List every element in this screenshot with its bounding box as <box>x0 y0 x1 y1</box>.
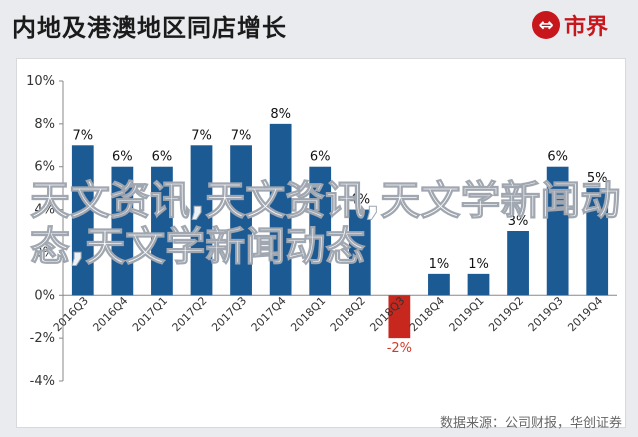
y-tick-label: -4% <box>30 374 55 389</box>
data-label: 7% <box>191 128 212 143</box>
bar-chart: 10% 8% 6% 4% 2% 0% -2% -4% 7% 2016Q3 6% 2016Q4 6% 201… <box>26 74 617 389</box>
data-label: 1% <box>429 257 450 272</box>
data-label: 7% <box>72 128 93 143</box>
logo-text: 市界 <box>563 15 608 40</box>
bar <box>467 273 490 296</box>
x-category-label: 2018Q4 <box>407 294 447 334</box>
x-category-label: 2019Q1 <box>447 294 487 334</box>
data-label: 6% <box>152 150 173 165</box>
x-category-label: 2017Q2 <box>170 294 210 334</box>
overlay-watermark-text: 天文资讯,天文资讯,天文学新闻动态,天文学新闻动态 <box>30 178 621 271</box>
data-label: 6% <box>310 150 331 165</box>
data-label: -2% <box>387 341 412 356</box>
y-tick-label: 2% <box>34 245 55 260</box>
x-category-label: 2019Q2 <box>486 294 526 334</box>
header: 内地及港澳地区同店增长 ⇔ 市界 <box>0 0 638 52</box>
logo-icon: ⇔ <box>531 11 560 39</box>
x-category-label: 2019Q3 <box>526 294 566 334</box>
bar <box>586 188 609 296</box>
page-title: 内地及港澳地区同店增长 <box>12 14 287 42</box>
x-category-label: 2017Q4 <box>249 294 289 334</box>
data-label: 1% <box>468 257 489 272</box>
x-category-label: 2017Q3 <box>209 294 249 334</box>
chart-panel: 10% 8% 6% 4% 2% 0% -2% -4% 7% 2016Q3 6% 2016Q4 6% 201… <box>16 58 626 428</box>
brand-logo[interactable]: ⇔ 市界 <box>531 10 608 40</box>
bar <box>309 166 332 296</box>
bar <box>546 166 569 296</box>
x-category-label: 2016Q3 <box>51 294 91 334</box>
y-tick-label: 4% <box>34 203 55 218</box>
y-tick-label: 10% <box>26 74 55 89</box>
bar <box>111 166 134 296</box>
source-note: 数据来源：公司财报，华创证券 <box>439 416 622 431</box>
y-tick-label: 6% <box>34 160 55 175</box>
x-category-label: 2018Q2 <box>328 294 368 334</box>
x-category-label: 2016Q4 <box>90 294 130 334</box>
y-tick-label: -2% <box>30 331 55 346</box>
data-label: 6% <box>547 150 568 165</box>
bar <box>190 145 213 296</box>
y-tick-label: 0% <box>34 288 55 303</box>
data-label: 7% <box>231 128 252 143</box>
bar <box>151 166 173 296</box>
bar <box>507 231 529 296</box>
bar <box>348 209 371 296</box>
x-category-label: 2019Q4 <box>565 294 605 334</box>
x-category-label: 2018Q1 <box>288 294 328 334</box>
x-category-label: 2017Q1 <box>130 294 170 334</box>
bar <box>428 273 450 296</box>
bar <box>388 295 411 339</box>
y-tick-label: 8% <box>34 117 55 132</box>
data-label: 3% <box>508 214 529 229</box>
data-label: 4% <box>349 193 370 208</box>
data-label: 8% <box>270 107 291 122</box>
bar <box>71 145 94 296</box>
bar <box>269 123 292 296</box>
data-label: 6% <box>112 150 133 165</box>
bar <box>230 145 252 296</box>
data-label: 5% <box>587 171 608 186</box>
